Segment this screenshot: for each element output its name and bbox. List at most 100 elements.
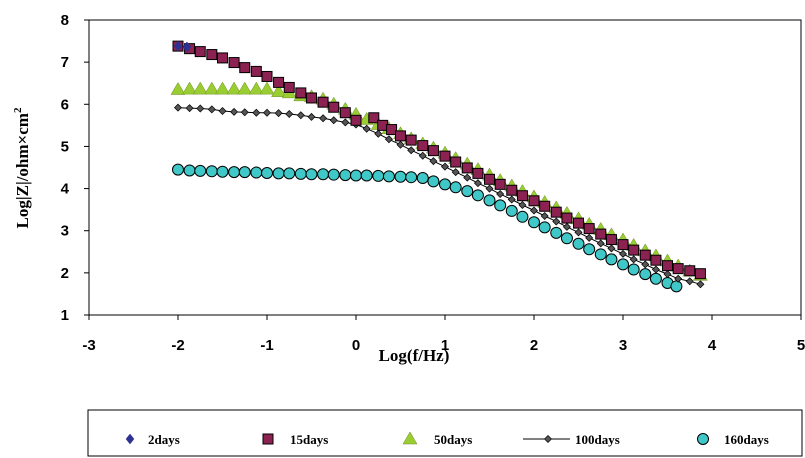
data-point (350, 169, 362, 182)
data-point (317, 168, 330, 181)
data-point (552, 217, 561, 226)
data-point (417, 140, 429, 152)
data-point (196, 104, 205, 113)
data-point (684, 265, 696, 277)
y-axis-title-text: Log|Z|/ohm×cm (13, 113, 32, 228)
x-tick-label: 4 (708, 337, 717, 354)
data-point (263, 108, 271, 117)
data-point (405, 171, 418, 184)
data-point (319, 114, 328, 123)
data-point (472, 167, 484, 179)
data-point (182, 41, 192, 53)
data-point (317, 96, 329, 108)
data-point (649, 272, 662, 285)
data-point (394, 170, 407, 183)
data-point (516, 190, 528, 202)
data-series (170, 40, 708, 293)
x-tick-label: 2 (530, 337, 538, 354)
y-tick-label: 5 (61, 138, 69, 155)
y-tick-label: 1 (61, 307, 69, 324)
y-tick-label: 4 (61, 181, 70, 198)
data-point (194, 164, 207, 177)
series-160days (172, 163, 683, 293)
data-point (507, 195, 516, 204)
data-point (183, 164, 196, 177)
data-point (250, 65, 262, 77)
data-point (217, 52, 228, 64)
data-point (494, 178, 506, 190)
series-100days (174, 103, 705, 289)
data-point (273, 76, 285, 88)
series-15days (172, 40, 706, 280)
data-point (237, 81, 253, 95)
data-point (215, 81, 230, 95)
y-tick-label: 6 (61, 96, 69, 113)
data-point (650, 254, 662, 266)
data-point (248, 81, 264, 95)
y-axis-title-superscript: 2 (12, 107, 24, 113)
y-tick-label: 8 (61, 12, 69, 29)
data-point (395, 130, 406, 142)
data-point (368, 112, 380, 124)
data-point (663, 270, 672, 279)
y-axis-title: Log|Z|/ohm×cm2 (12, 107, 32, 228)
legend-marker (125, 433, 135, 445)
legend-label: 100days (575, 432, 620, 447)
data-point (170, 82, 186, 95)
data-point (594, 248, 607, 261)
legend-label: 160days (724, 432, 769, 447)
data-point (585, 233, 594, 242)
data-point (274, 109, 283, 118)
data-point (192, 81, 208, 95)
data-point (573, 217, 584, 229)
data-point (662, 260, 673, 272)
data-point (485, 184, 494, 193)
data-point (561, 212, 573, 224)
data-point (672, 263, 684, 275)
data-point (450, 156, 462, 168)
x-tick-label: -3 (82, 337, 95, 354)
legend-box (87, 409, 803, 457)
data-point (362, 124, 371, 133)
data-point (294, 167, 307, 180)
data-point (628, 244, 640, 256)
y-tick-label: 3 (61, 223, 69, 240)
x-tick-label: 0 (352, 337, 360, 354)
x-tick-label: -1 (260, 337, 273, 354)
data-point (283, 81, 295, 93)
data-point (173, 40, 183, 52)
data-point (339, 107, 351, 119)
data-point (496, 190, 505, 199)
data-point (539, 200, 551, 212)
series-line (177, 107, 701, 285)
legend-label: 15days (290, 432, 328, 447)
data-point (360, 169, 373, 182)
data-point (194, 46, 206, 58)
y-tick-label: 7 (61, 54, 69, 71)
data-point (174, 103, 182, 112)
data-point (207, 105, 216, 114)
data-point (471, 189, 484, 202)
data-point (350, 114, 362, 126)
data-point (583, 223, 595, 235)
data-point (374, 129, 383, 138)
legend-entry-100days: 100days (523, 432, 620, 447)
data-point (629, 255, 638, 264)
data-point (483, 194, 496, 207)
data-point (307, 112, 316, 121)
data-point (239, 62, 251, 74)
data-point (427, 145, 439, 157)
data-point (651, 265, 660, 274)
data-point (516, 210, 529, 223)
legend: 2days 15days 50days 100days 160days (125, 431, 769, 447)
data-point (605, 253, 618, 266)
data-point (617, 258, 629, 271)
data-point (228, 166, 241, 179)
data-point (216, 165, 229, 178)
data-point (396, 140, 405, 149)
data-point (172, 163, 184, 176)
data-point (560, 232, 573, 245)
data-point (696, 280, 705, 289)
y-tick-label: 2 (61, 265, 69, 282)
data-point (305, 168, 318, 181)
